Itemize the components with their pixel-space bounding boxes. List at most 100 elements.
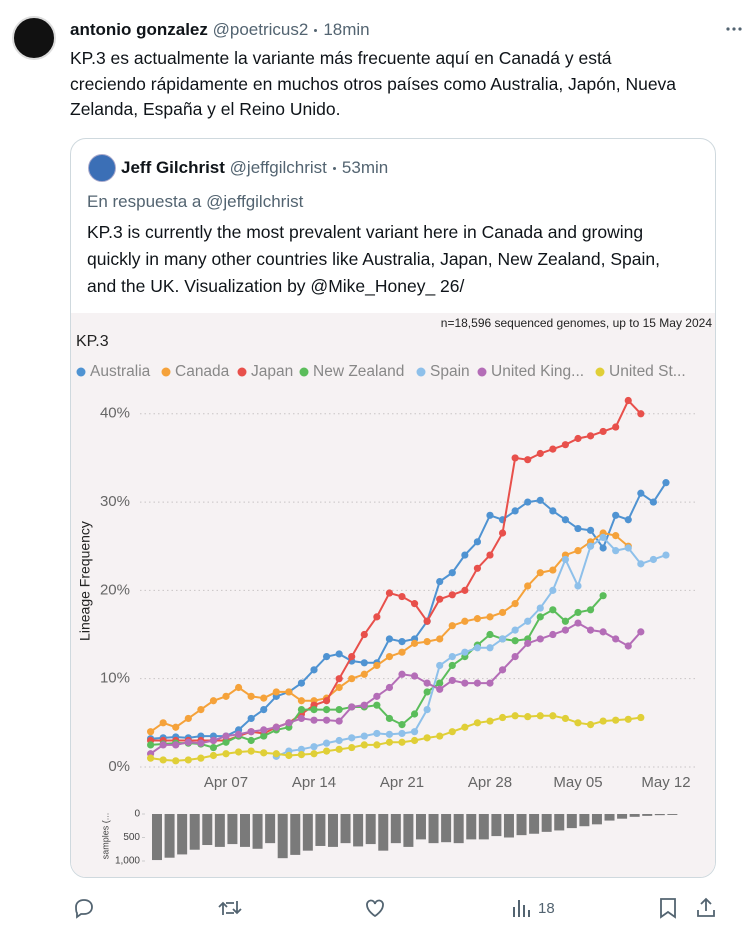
data-point xyxy=(209,697,218,705)
quoted-tweet[interactable]: Jeff Gilchrist @jeffgilchrist 53min En re… xyxy=(70,138,716,878)
data-point xyxy=(222,692,230,700)
bar xyxy=(340,814,351,844)
chart-title: KP.3 xyxy=(76,333,109,350)
text-line: and the UK. Visualization by @Mike_Honey… xyxy=(87,276,465,296)
data-point xyxy=(524,617,532,625)
bar xyxy=(667,814,678,815)
data-point xyxy=(297,751,306,759)
bar xyxy=(227,814,238,845)
legend-label: Spain xyxy=(430,363,470,380)
data-point xyxy=(448,653,456,661)
views-button[interactable]: 18 xyxy=(510,896,555,920)
share-button[interactable] xyxy=(695,896,717,920)
data-point xyxy=(322,653,331,661)
data-point xyxy=(486,717,494,725)
data-point xyxy=(222,732,230,740)
data-point xyxy=(310,716,318,724)
data-point xyxy=(184,756,192,764)
legend-marker xyxy=(595,367,605,377)
data-point xyxy=(209,751,218,760)
data-point xyxy=(448,728,456,736)
data-point xyxy=(373,741,381,749)
data-point xyxy=(549,712,557,720)
x-tick-label: May 12 xyxy=(641,774,690,791)
data-point xyxy=(272,750,280,758)
data-point xyxy=(448,591,456,599)
quote-time: 53min xyxy=(341,158,389,177)
data-point xyxy=(209,736,218,745)
data-point xyxy=(360,659,368,667)
data-point xyxy=(586,626,595,634)
bar xyxy=(177,814,188,855)
data-point xyxy=(436,661,444,670)
data-point xyxy=(222,738,230,746)
bar xyxy=(428,814,439,844)
repost-button[interactable] xyxy=(217,896,243,920)
data-point xyxy=(423,688,431,696)
bar xyxy=(629,814,640,817)
data-point xyxy=(260,694,268,702)
legend-label: Australia xyxy=(90,363,151,380)
bar xyxy=(554,814,565,831)
data-point xyxy=(335,675,343,683)
data-point xyxy=(649,498,658,506)
data-point xyxy=(561,441,570,449)
data-point xyxy=(473,564,482,572)
data-point xyxy=(398,637,406,646)
bookmark-button[interactable] xyxy=(657,896,679,920)
bar xyxy=(503,814,514,838)
data-point xyxy=(385,738,394,746)
author-handle[interactable]: @poetricus2 xyxy=(212,20,309,39)
author-name[interactable]: antonio gonzalez xyxy=(70,20,208,39)
data-point xyxy=(624,516,632,524)
data-point xyxy=(524,713,532,721)
data-point xyxy=(574,619,582,627)
data-point xyxy=(385,653,394,661)
data-point xyxy=(524,498,532,506)
data-point xyxy=(373,701,381,709)
quote-avatar xyxy=(88,154,116,182)
author-avatar[interactable] xyxy=(12,16,56,60)
data-point xyxy=(423,679,431,687)
reply-button[interactable] xyxy=(72,896,96,920)
bar-y-tick-label: 500 xyxy=(123,832,140,843)
data-point xyxy=(147,728,155,736)
data-point xyxy=(498,666,507,674)
data-point xyxy=(385,635,394,643)
data-point xyxy=(436,635,444,643)
bar xyxy=(365,814,376,845)
data-point xyxy=(473,538,482,546)
data-point xyxy=(637,628,645,636)
x-tick-label: Apr 21 xyxy=(380,774,424,791)
data-point xyxy=(172,757,180,765)
data-point xyxy=(159,756,167,764)
data-point xyxy=(574,582,582,590)
bar xyxy=(403,814,414,847)
data-point xyxy=(335,650,343,658)
data-point xyxy=(586,542,595,550)
data-point xyxy=(612,716,620,724)
data-point xyxy=(423,734,431,742)
data-point xyxy=(448,569,456,577)
data-point xyxy=(423,637,431,646)
data-point xyxy=(549,445,557,453)
data-point xyxy=(486,679,494,687)
data-point xyxy=(612,511,620,519)
data-point xyxy=(322,697,331,705)
like-button[interactable] xyxy=(363,896,387,920)
data-point xyxy=(335,745,343,753)
data-point xyxy=(234,730,243,738)
bar xyxy=(189,814,200,850)
legend-label: United St... xyxy=(609,363,686,380)
data-point xyxy=(536,604,544,612)
tweet-time[interactable]: 18min xyxy=(323,20,370,39)
chart-image: n=18,596 sequenced genomes, up to 15 May… xyxy=(71,313,715,877)
x-tick-label: May 05 xyxy=(553,774,602,791)
data-point xyxy=(624,715,632,723)
data-point xyxy=(285,751,293,760)
quote-author-name: Jeff Gilchrist xyxy=(121,158,225,177)
data-point xyxy=(612,532,620,540)
chart-annotation: n=18,596 sequenced genomes, up to 15 May… xyxy=(441,316,713,330)
more-button[interactable] xyxy=(725,20,743,38)
data-point xyxy=(599,628,607,636)
